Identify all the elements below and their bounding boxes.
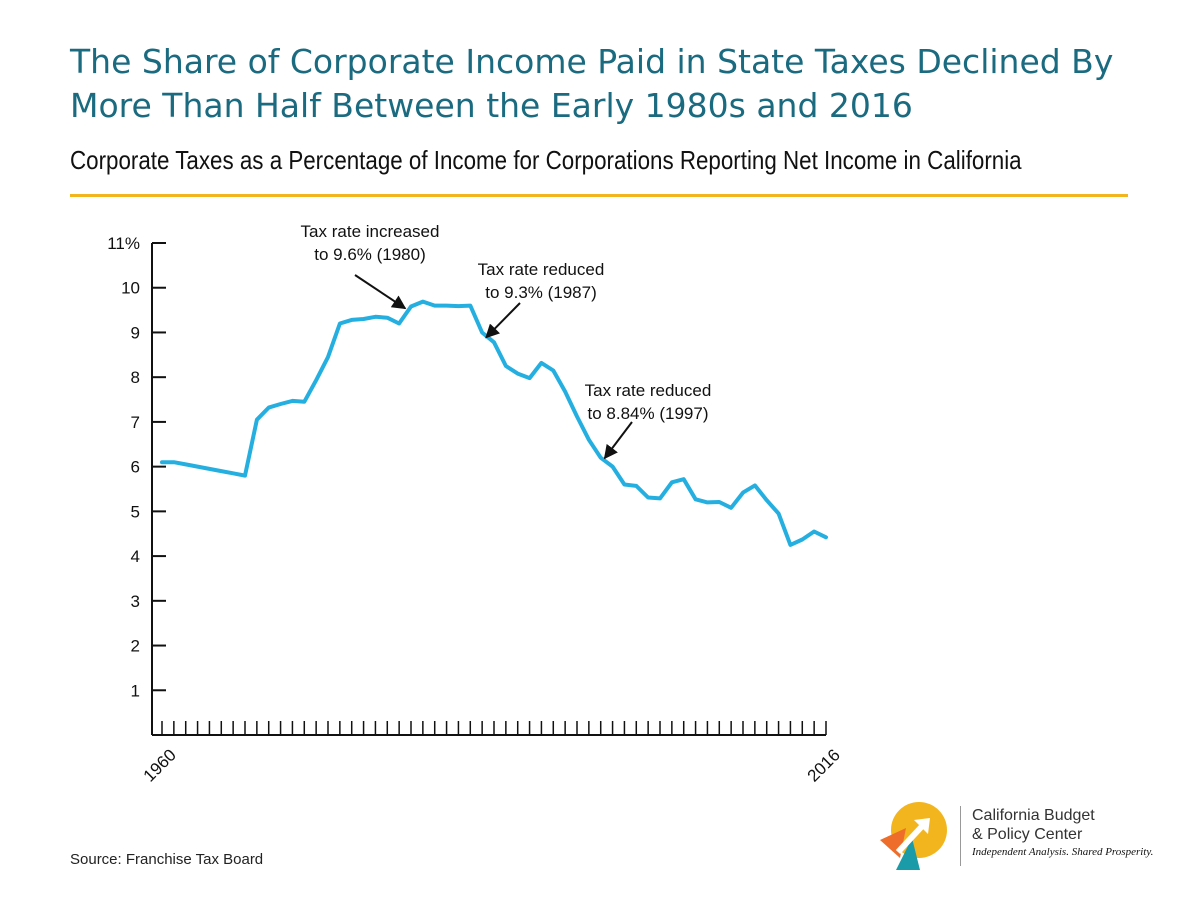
logo: California Budget & Policy Center Indepe…: [876, 800, 1176, 880]
y-tick-label: 2: [131, 637, 140, 656]
y-tick-label: 10: [121, 279, 140, 298]
y-tick-label: 1: [131, 681, 140, 700]
y-tick-label: 4: [131, 547, 140, 566]
x-tick-label: 2016: [804, 745, 844, 785]
page-title: The Share of Corporate Income Paid in St…: [70, 42, 1114, 125]
y-tick-label: 11%: [107, 234, 140, 253]
annotation-text: Tax rate reduced: [478, 260, 605, 279]
annotation-text: to 9.6% (1980): [314, 245, 426, 264]
series-line: [160, 299, 828, 547]
logo-divider: [960, 806, 961, 866]
y-tick-label: 7: [131, 413, 140, 432]
title-divider: [70, 194, 1128, 197]
annotation-text: to 8.84% (1997): [588, 404, 709, 423]
x-tick-label: 1960: [140, 745, 180, 785]
annotation-arrow: [603, 421, 633, 460]
y-tick-label: 8: [131, 368, 140, 387]
annotation-text: Tax rate reduced: [585, 381, 712, 400]
logo-line-2: & Policy Center: [972, 826, 1083, 843]
y-tick-label: 5: [131, 502, 140, 521]
y-tick-label: 9: [131, 323, 140, 342]
annotation-text: to 9.3% (1987): [485, 283, 597, 302]
annotation-arrow: [354, 274, 407, 310]
logo-line-1: California Budget: [972, 807, 1095, 824]
logo-tagline: Independent Analysis. Shared Prosperity.: [972, 846, 1154, 858]
source-note: Source: Franchise Tax Board: [70, 851, 264, 868]
y-tick-label: 3: [131, 592, 140, 611]
annotation-text: Tax rate increased: [301, 222, 440, 241]
chart-subtitle: Corporate Taxes as a Percentage of Incom…: [70, 145, 1022, 175]
logo-mark-icon: [880, 802, 947, 870]
annotation-arrow: [485, 302, 521, 339]
y-tick-label: 6: [131, 458, 140, 477]
